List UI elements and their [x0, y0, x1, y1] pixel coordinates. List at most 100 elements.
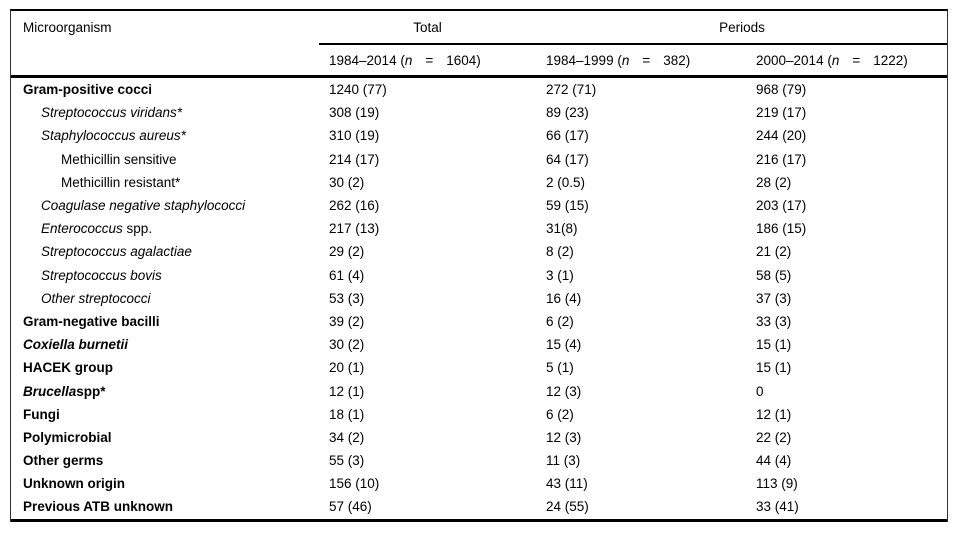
table-row: Polymicrobial 34 (2) 12 (3) 22 (2) [11, 426, 947, 449]
microorganism-name: Brucellaspp* [23, 383, 106, 399]
total-value-cell: 34 (2) [329, 429, 365, 445]
total-value-cell: 61 (4) [329, 267, 365, 283]
table-row: Enterococcus spp. 217 (13) 31(8) 186 (15) [11, 217, 947, 240]
equals-sign: = [425, 52, 434, 68]
microorganism-name: Enterococcus spp. [41, 221, 153, 237]
total-value-cell: 30 (2) [329, 337, 365, 353]
microorganism-name: Methicillin sensitive [61, 151, 177, 167]
period2-value-cell: 12 (1) [756, 406, 792, 422]
period2-value-cell: 37 (3) [756, 290, 792, 306]
period1-value-cell: 11 (3) [546, 453, 581, 469]
table-row: Brucellaspp* 12 (1) 12 (3) 0 [11, 379, 947, 402]
period2-value-cell: 113 (9) [756, 476, 798, 492]
total-value-cell: 156 (10) [329, 476, 380, 492]
microorganism-name: Polymicrobial [23, 429, 112, 445]
microorganism-name: Coagulase negative staphylococci [41, 198, 246, 214]
total-value-cell: 57 (46) [329, 499, 372, 515]
period1-value-cell: 6 (2) [546, 313, 574, 329]
table-row: Gram-negative bacilli 39 (2) 6 (2) 33 (3) [11, 310, 947, 333]
period1-value-cell: 89 (23) [546, 105, 589, 121]
microorganism-name: Streptococcus viridans* [41, 105, 183, 121]
period-range: 1984–2014 ( [329, 52, 405, 68]
bottom-rule [11, 518, 947, 522]
period2-value-cell: 219 (17) [756, 105, 807, 121]
microorganism-name: Fungi [23, 406, 60, 422]
microorganism-name: Unknown origin [23, 476, 125, 492]
microorganism-name: Streptococcus agalactiae [41, 244, 192, 260]
total-value-cell: 39 (2) [329, 313, 365, 329]
total-value-cell: 310 (19) [329, 128, 380, 144]
equals-sign: = [642, 52, 651, 68]
period1-value-cell: 15 (4) [546, 337, 582, 353]
period2-value-cell: 203 (17) [756, 198, 807, 214]
total-value-cell: 262 (16) [329, 198, 380, 214]
period2-value-cell: 0 [756, 383, 764, 399]
period1-value-cell: 43 (11) [546, 476, 588, 492]
total-value-cell: 18 (1) [329, 406, 365, 422]
total-value-cell: 12 (1) [329, 383, 365, 399]
column-header-microorganism: Microorganism [23, 19, 112, 35]
n-value: 1604) [446, 52, 481, 68]
table-row: Methicillin sensitive 214 (17) 64 (17) 216 … [11, 148, 947, 171]
period1-value-cell: 8 (2) [546, 244, 574, 260]
period2-value-cell: 58 (5) [756, 267, 792, 283]
total-value-cell: 30 (2) [329, 174, 365, 190]
period2-value-cell: 216 (17) [756, 151, 807, 167]
period1-value-cell: 2 (0.5) [546, 174, 586, 190]
table-row: Streptococcus bovis 61 (4) 3 (1) 58 (5) [11, 264, 947, 287]
microorganism-name: Previous ATB unknown [23, 499, 174, 515]
n-value: 382) [663, 52, 691, 68]
period2-value-cell: 28 (2) [756, 174, 792, 190]
n-symbol: n [621, 52, 630, 68]
table-row: Staphylococcus aureus* 310 (19) 66 (17) 244… [11, 124, 947, 147]
period1-value-cell: 31(8) [546, 221, 578, 237]
total-value-cell: 53 (3) [329, 290, 365, 306]
period1-value-cell: 272 (71) [546, 82, 597, 98]
period1-value-cell: 5 (1) [546, 360, 574, 376]
period-range: 1984–1999 ( [546, 52, 622, 68]
period1-value-cell: 16 (4) [546, 290, 582, 306]
table-subheader-row: 1984–2014 (n = 1604) 1984–1999 (n = 382) 200… [11, 45, 947, 78]
n-symbol: n [404, 52, 413, 68]
table-row: Streptococcus agalactiae 29 (2) 8 (2) 21 (2… [11, 240, 947, 263]
period2-value-cell: 21 (2) [756, 244, 792, 260]
total-value-cell: 29 (2) [329, 244, 365, 260]
period2-value-cell: 15 (1) [756, 337, 792, 353]
total-value-cell: 20 (1) [329, 360, 365, 376]
subheader-period-1: 1984–1999 (n = 382) [536, 53, 746, 68]
total-value-cell: 217 (13) [329, 221, 380, 237]
period-range: 2000–2014 ( [756, 52, 832, 68]
total-value-cell: 1240 (77) [329, 82, 387, 98]
table-row: Methicillin resistant* 30 (2) 2 (0.5) 28 (2… [11, 171, 947, 194]
n-symbol: n [831, 52, 840, 68]
period1-value-cell: 12 (3) [546, 383, 582, 399]
table-row: HACEK group 20 (1) 5 (1) 15 (1) [11, 356, 947, 379]
table-group-header-row: Microorganism Total Periods [11, 11, 947, 43]
period1-value-cell: 6 (2) [546, 406, 574, 422]
table-row: Other germs 55 (3) 11 (3) 44 (4) [11, 449, 947, 472]
microorganism-name: Other streptococci [41, 290, 151, 306]
table-row: Previous ATB unknown 57 (46) 24 (55) 33 (41… [11, 495, 947, 518]
table-row: Coxiella burnetii 30 (2) 15 (4) 15 (1) [11, 333, 947, 356]
table-row: Gram-positive cocci 1240 (77) 272 (71) 968 … [11, 78, 947, 101]
period1-value-cell: 59 (15) [546, 198, 589, 214]
spanner-rule [319, 43, 947, 45]
table-row: Coagulase negative staphylococci 262 (16)… [11, 194, 947, 217]
period1-value-cell: 12 (3) [546, 429, 582, 445]
microorganism-name: Gram-positive cocci [23, 82, 153, 98]
microorganism-name: Staphylococcus aureus* [41, 128, 186, 144]
table-row: Other streptococci 53 (3) 16 (4) 37 (3) [11, 287, 947, 310]
microorganism-name: Coxiella burnetii [23, 337, 129, 353]
microorganism-table: Microorganism Total Periods 1984–2014 (n… [10, 9, 948, 522]
n-value: 1222) [873, 52, 908, 68]
total-value-cell: 308 (19) [329, 105, 380, 121]
total-value-cell: 55 (3) [329, 453, 365, 469]
table-row: Streptococcus viridans* 308 (19) 89 (23) 21… [11, 101, 947, 124]
group-header-total: Total [413, 19, 442, 35]
microorganism-name: Other germs [23, 453, 104, 469]
period1-value-cell: 24 (55) [546, 499, 589, 515]
table-body: Gram-positive cocci 1240 (77) 272 (71) 968 … [11, 78, 947, 519]
subheader-total-period: 1984–2014 (n = 1604) [319, 53, 536, 68]
period2-value-cell: 44 (4) [756, 453, 792, 469]
period2-value-cell: 15 (1) [756, 360, 792, 376]
